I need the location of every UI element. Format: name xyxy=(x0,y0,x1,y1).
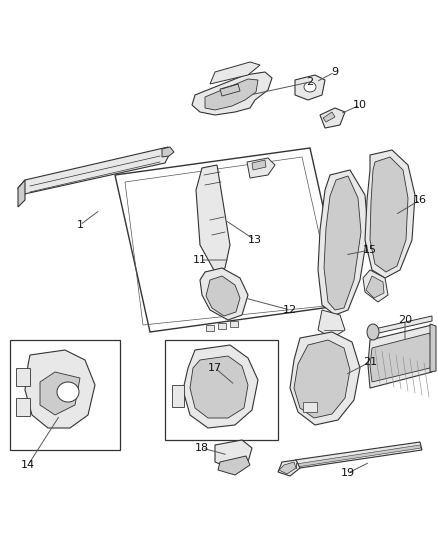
Polygon shape xyxy=(183,345,258,428)
Polygon shape xyxy=(293,340,349,418)
Text: 9: 9 xyxy=(331,67,338,77)
Polygon shape xyxy=(219,84,240,96)
Polygon shape xyxy=(367,325,434,388)
Bar xyxy=(218,323,226,329)
Ellipse shape xyxy=(57,382,79,402)
Polygon shape xyxy=(369,157,407,272)
Polygon shape xyxy=(25,350,95,428)
Text: 15: 15 xyxy=(362,245,376,255)
Ellipse shape xyxy=(366,324,378,340)
Polygon shape xyxy=(369,333,431,382)
Polygon shape xyxy=(251,160,265,170)
Text: 11: 11 xyxy=(193,255,207,265)
Polygon shape xyxy=(362,270,387,302)
Polygon shape xyxy=(317,170,367,315)
Polygon shape xyxy=(277,460,299,476)
Ellipse shape xyxy=(303,82,315,92)
Text: 12: 12 xyxy=(283,305,297,315)
Text: 19: 19 xyxy=(340,468,354,478)
Bar xyxy=(230,321,237,327)
Text: 16: 16 xyxy=(412,195,426,205)
Polygon shape xyxy=(429,324,435,372)
Polygon shape xyxy=(205,79,258,110)
Polygon shape xyxy=(247,158,274,178)
Polygon shape xyxy=(190,356,247,418)
Polygon shape xyxy=(162,147,173,157)
Bar xyxy=(16,398,30,416)
Polygon shape xyxy=(215,440,251,468)
Text: 1: 1 xyxy=(76,220,83,230)
Bar xyxy=(16,368,30,386)
Text: 10: 10 xyxy=(352,100,366,110)
Polygon shape xyxy=(10,340,120,450)
Text: 21: 21 xyxy=(362,357,376,367)
Text: 20: 20 xyxy=(397,315,411,325)
Bar xyxy=(302,402,316,412)
Polygon shape xyxy=(290,332,359,425)
Polygon shape xyxy=(322,112,334,122)
Polygon shape xyxy=(195,165,230,272)
Polygon shape xyxy=(365,276,383,298)
Polygon shape xyxy=(191,72,272,115)
Polygon shape xyxy=(205,276,240,316)
Polygon shape xyxy=(40,372,80,415)
Polygon shape xyxy=(165,340,277,440)
Polygon shape xyxy=(18,180,25,207)
Polygon shape xyxy=(319,108,344,128)
Polygon shape xyxy=(323,176,360,310)
Text: 14: 14 xyxy=(21,460,35,470)
Polygon shape xyxy=(295,445,420,467)
Bar xyxy=(205,325,213,331)
Polygon shape xyxy=(115,148,344,332)
Text: 18: 18 xyxy=(194,443,208,453)
Text: 13: 13 xyxy=(247,235,261,245)
Polygon shape xyxy=(18,147,170,195)
Polygon shape xyxy=(364,150,414,278)
Polygon shape xyxy=(200,268,247,320)
Polygon shape xyxy=(294,75,324,100)
Polygon shape xyxy=(317,310,344,338)
Text: 2: 2 xyxy=(306,77,313,87)
Polygon shape xyxy=(279,462,295,474)
Polygon shape xyxy=(209,62,259,84)
Bar xyxy=(172,385,184,407)
Polygon shape xyxy=(294,442,421,468)
Polygon shape xyxy=(369,316,431,335)
Text: 17: 17 xyxy=(208,363,222,373)
Polygon shape xyxy=(218,456,249,475)
